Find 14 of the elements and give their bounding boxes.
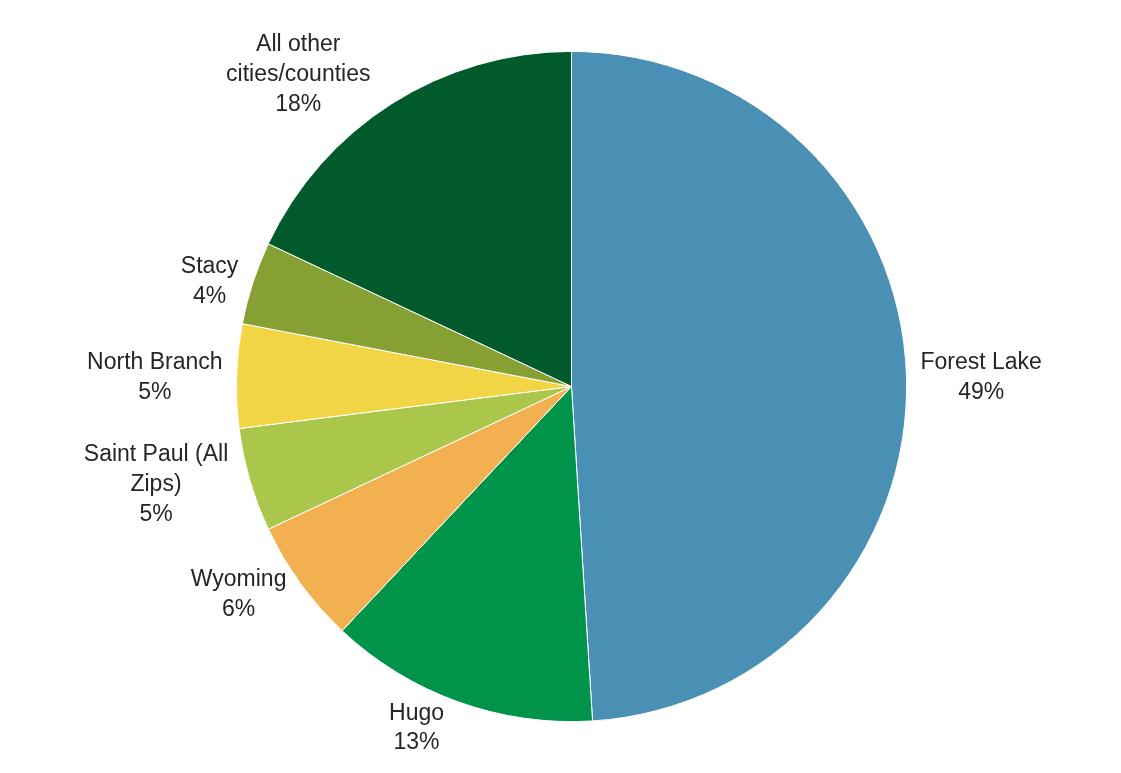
data-label: 13% (393, 728, 440, 755)
data-label: 4% (192, 282, 227, 309)
data-label: 5% (138, 377, 172, 404)
data-label: 49% (958, 377, 1005, 404)
data-label: 6% (221, 595, 256, 622)
slice-label: Saint Paul (All Zips) (83, 440, 229, 497)
slice-label: All other cities/counties (226, 30, 371, 86)
slice-label: North Branch (87, 348, 223, 374)
slice-label: Forest Lake (920, 348, 1042, 374)
data-label: 5% (139, 500, 173, 527)
slice-label: Stacy (180, 252, 239, 279)
slice-label: Hugo (389, 698, 445, 725)
slice-label: Wyoming (190, 565, 287, 592)
data-label: 18% (275, 89, 322, 116)
